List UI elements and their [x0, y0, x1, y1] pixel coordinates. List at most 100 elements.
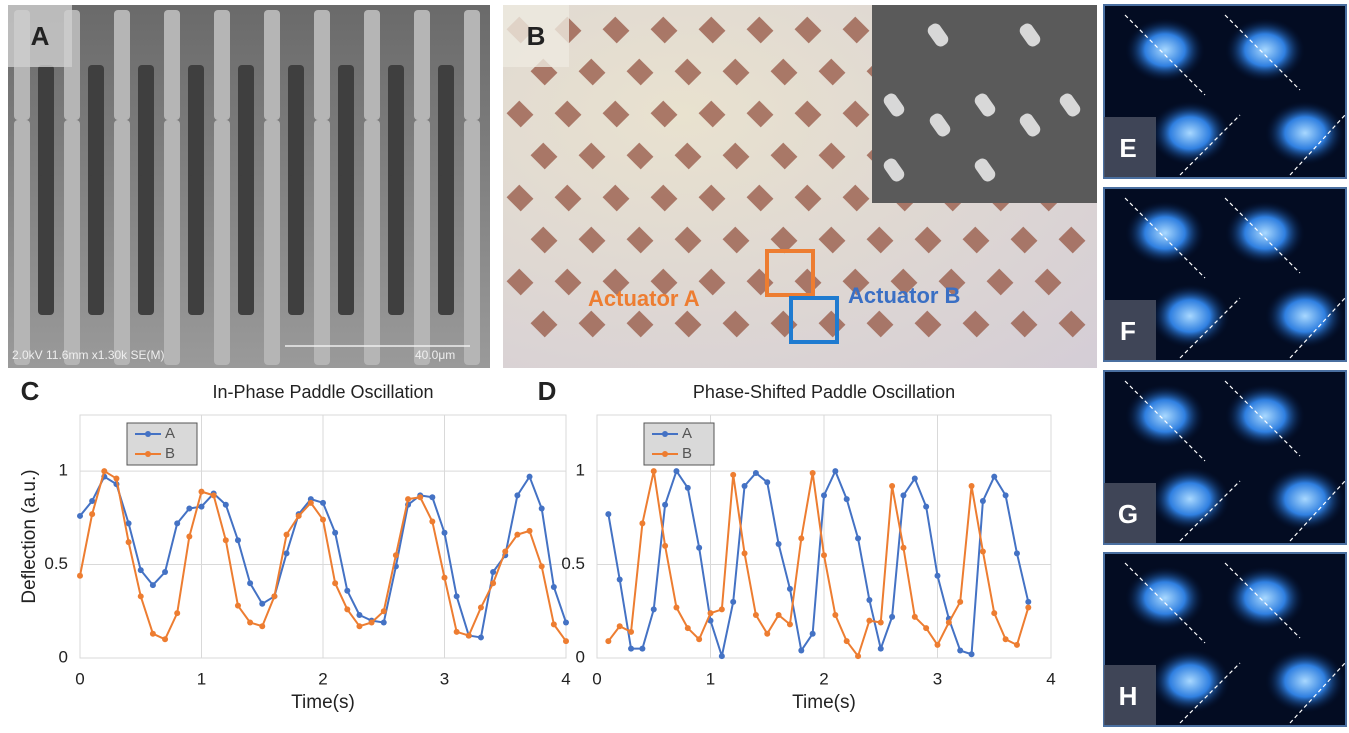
- paddle: [770, 58, 798, 86]
- data-point: [490, 569, 497, 576]
- paddle: [1058, 310, 1086, 338]
- sem-caption: 2.0kV 11.6mm x1.30k SE(M): [12, 348, 165, 362]
- pillar: [164, 120, 180, 250]
- pillar: [38, 65, 54, 185]
- paddle: [818, 58, 846, 86]
- data-point: [1025, 604, 1032, 611]
- data-point: [550, 583, 557, 590]
- data-point: [186, 533, 193, 540]
- blob: [1265, 101, 1345, 165]
- x-axis-label: Time(s): [291, 692, 355, 713]
- paddle: [746, 16, 774, 44]
- inset-paddles: [883, 23, 1081, 182]
- pillar: [438, 65, 454, 185]
- paddle: [746, 184, 774, 212]
- paddle: [962, 310, 990, 338]
- panel-label: D: [538, 376, 557, 406]
- pillar: [388, 175, 404, 315]
- paddle: [746, 100, 774, 128]
- guide-line: [1179, 114, 1241, 176]
- paddle: [818, 142, 846, 170]
- blob: [1150, 467, 1230, 531]
- data-point: [786, 585, 793, 592]
- paddle: [626, 310, 654, 338]
- data-point: [616, 576, 623, 583]
- guide-line: [1224, 562, 1301, 639]
- blob: [1150, 101, 1230, 165]
- pillar: [288, 175, 304, 315]
- paddle: [602, 16, 630, 44]
- data-point: [877, 619, 884, 626]
- data-point: [752, 469, 759, 476]
- data-point: [764, 479, 771, 486]
- data-point: [344, 606, 351, 613]
- data-point: [628, 628, 635, 635]
- paddle: [722, 142, 750, 170]
- data-point: [1013, 550, 1020, 557]
- pillar: [314, 230, 330, 365]
- data-point: [283, 550, 290, 557]
- panel-label: F: [1120, 316, 1136, 346]
- data-point: [832, 468, 839, 475]
- guide-line: [1224, 14, 1301, 91]
- x-tick-label: 0: [592, 669, 601, 688]
- data-point: [77, 572, 83, 579]
- paddle: [914, 310, 942, 338]
- legend-label: B: [682, 445, 692, 462]
- pillar: [464, 120, 480, 250]
- x-tick-label: 1: [706, 669, 715, 688]
- x-tick-label: 2: [318, 669, 327, 688]
- data-point: [259, 623, 266, 630]
- data-point: [696, 636, 703, 643]
- paddle: [890, 268, 918, 296]
- paddle: [962, 226, 990, 254]
- data-point: [968, 483, 975, 490]
- data-point: [162, 569, 169, 576]
- pillar: [364, 230, 380, 365]
- data-point: [210, 492, 217, 499]
- paddle: [506, 100, 534, 128]
- paddle: [1058, 226, 1086, 254]
- photo-panels: E F G H: [8, 4, 1347, 727]
- data-point: [1025, 598, 1032, 605]
- data-point: [945, 619, 952, 626]
- paddle: [578, 226, 606, 254]
- data-point: [877, 645, 884, 652]
- blob: [1225, 18, 1305, 82]
- paddle: [770, 142, 798, 170]
- blob: [1265, 649, 1345, 713]
- data-point: [991, 473, 998, 480]
- label-box: [1104, 300, 1156, 360]
- paddle: [914, 226, 942, 254]
- paddle: [866, 310, 894, 338]
- blob: [1125, 18, 1205, 82]
- guide-line: [1124, 562, 1206, 644]
- paddle: [650, 268, 678, 296]
- data-point: [979, 548, 986, 555]
- data-point: [477, 634, 484, 641]
- paddle: [554, 184, 582, 212]
- paddle: [674, 58, 702, 86]
- data-point: [332, 580, 339, 587]
- data-point: [89, 511, 96, 518]
- data-point: [320, 499, 326, 506]
- pillar: [288, 65, 304, 185]
- pillar: [114, 120, 130, 250]
- pillar: [88, 65, 104, 185]
- x-tick-label: 4: [1046, 669, 1055, 688]
- data-point: [809, 469, 816, 476]
- paddle: [626, 58, 654, 86]
- data-point: [247, 619, 254, 626]
- data-point: [923, 625, 930, 632]
- pillar: [464, 10, 480, 120]
- data-point: [550, 621, 557, 628]
- data-point: [900, 492, 907, 499]
- actuator-a-box: [765, 249, 815, 297]
- data-point: [149, 630, 156, 637]
- guide-line: [1179, 297, 1241, 359]
- blob: [1150, 284, 1230, 348]
- paddle: [530, 310, 558, 338]
- blob: [1125, 566, 1205, 630]
- data-point: [764, 630, 771, 637]
- paddle: [650, 184, 678, 212]
